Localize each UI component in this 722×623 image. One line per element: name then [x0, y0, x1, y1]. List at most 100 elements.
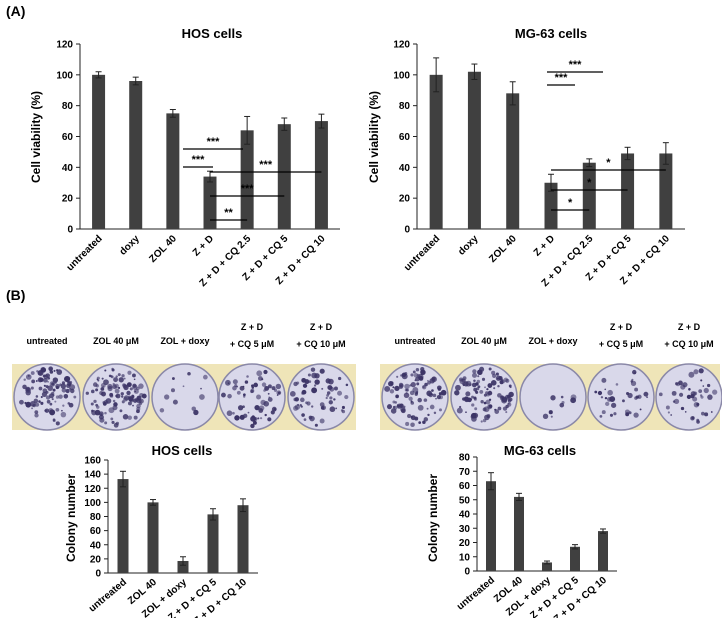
colony-dot — [403, 405, 406, 409]
colony-dot — [414, 379, 417, 382]
colony-dot — [51, 398, 54, 401]
colony-dot — [438, 392, 442, 396]
colony-dot — [601, 377, 607, 383]
colony-dot — [693, 369, 699, 375]
colony-dot — [237, 405, 244, 411]
colony-dot — [622, 399, 625, 403]
dish-label: + CQ 5 μM — [599, 339, 643, 349]
colony-dot — [236, 390, 241, 395]
colony-dot — [634, 387, 639, 392]
colony-dot — [48, 393, 54, 399]
dish-label: + CQ 5 μM — [230, 339, 274, 349]
culture-dish — [587, 363, 655, 431]
colony-dot — [488, 404, 493, 408]
colony-dot — [438, 408, 442, 412]
colony-dot — [494, 408, 497, 411]
colony-dot — [263, 369, 268, 375]
colony-dot — [299, 404, 302, 407]
colony-dot — [40, 401, 44, 405]
colony-dot — [394, 385, 400, 392]
colony-dot — [404, 388, 408, 392]
colony-dot — [688, 371, 695, 378]
colony-dot — [294, 397, 299, 402]
y-tick-label: 60 — [62, 132, 74, 143]
y-tick-label: 160 — [84, 456, 101, 467]
colony-dot — [414, 392, 418, 396]
colony-dot — [62, 404, 65, 407]
colony-dot — [341, 409, 346, 414]
colony-dot — [459, 405, 462, 409]
category-label: ZOL 40 — [147, 233, 179, 265]
colony-dot — [133, 378, 136, 381]
colony-dot — [32, 404, 34, 407]
colony-dot — [40, 366, 46, 373]
bar — [237, 505, 249, 573]
colony-dot — [396, 404, 399, 406]
y-tick-label: 40 — [459, 510, 471, 521]
colony-dot — [672, 400, 676, 403]
colony-dot — [47, 376, 51, 380]
y-axis-title: Cell viability (%) — [29, 91, 43, 183]
colony-dot — [454, 390, 460, 396]
colony-dot — [227, 382, 230, 385]
colony-dot — [678, 380, 683, 386]
colony-photo-hos: untreated ZOL 40 μM ZOL + doxy Z + D + CQ 5 … — [12, 322, 356, 431]
colony-dot — [113, 377, 119, 383]
colony-dot — [417, 397, 422, 403]
colony-dot — [55, 395, 60, 399]
significance-label: * — [568, 197, 573, 209]
colony-dot — [607, 389, 613, 396]
colony-dot — [625, 412, 630, 417]
colony-dot — [609, 396, 616, 403]
significance-label: * — [606, 157, 611, 169]
colony-dot — [258, 408, 264, 413]
colony-dot — [688, 388, 691, 391]
colony-dot — [550, 415, 553, 418]
colony-dot — [480, 400, 484, 404]
colony-dot — [431, 376, 437, 383]
y-tick-label: 20 — [459, 538, 471, 549]
colony-dot — [61, 381, 66, 385]
colony-dot — [488, 367, 492, 371]
colony-dot — [95, 384, 99, 388]
colony-dot — [474, 407, 478, 411]
colony-dot — [48, 366, 54, 372]
dish-label: ZOL + doxy — [160, 336, 209, 346]
colony-dot — [433, 411, 437, 415]
colony-dot — [52, 388, 56, 392]
colony-dot — [505, 411, 508, 414]
colony-dot — [273, 408, 277, 411]
colony-dot — [665, 405, 670, 410]
colony-dot — [276, 394, 279, 396]
y-tick-label: 70 — [459, 467, 471, 478]
significance-label: *** — [569, 59, 583, 71]
colony-dot — [412, 387, 419, 393]
colony-dot — [268, 396, 271, 399]
colony-dot — [542, 413, 549, 420]
colony-dot — [131, 395, 135, 398]
colony-dot — [60, 411, 67, 418]
colony-dot — [301, 413, 305, 417]
colony-dot — [34, 402, 40, 407]
dish-label: + CQ 10 μM — [664, 339, 713, 349]
colony-dot — [30, 386, 34, 390]
chart-title: MG-63 cells — [504, 443, 576, 458]
colony-dot — [609, 413, 614, 417]
colony-dot — [243, 413, 248, 418]
y-tick-label: 30 — [459, 524, 471, 535]
y-tick-label: 50 — [459, 495, 471, 506]
y-tick-label: 100 — [393, 70, 410, 81]
colony-dot — [37, 371, 42, 376]
colony-dot — [630, 380, 637, 386]
y-tick-label: 20 — [399, 194, 411, 205]
colony-dot — [129, 398, 134, 403]
colony-dot — [628, 411, 632, 415]
colony-dot — [67, 402, 71, 405]
y-tick-label: 120 — [56, 40, 73, 51]
colony-dot — [311, 405, 314, 408]
colony-dot — [132, 373, 136, 378]
colony-dot — [46, 399, 51, 404]
colony-dot — [462, 376, 467, 381]
colony-dot — [141, 393, 147, 399]
colony-dot — [394, 401, 398, 404]
